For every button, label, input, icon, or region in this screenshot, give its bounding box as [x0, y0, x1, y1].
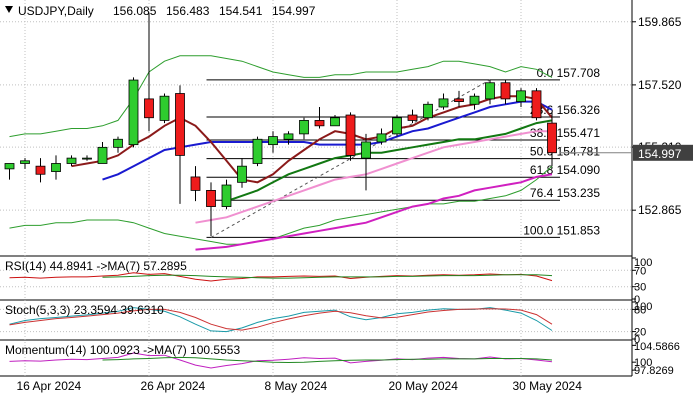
candle-body: [547, 122, 557, 154]
ma-layer: [9, 55, 553, 251]
candle-body: [4, 163, 15, 170]
candle-body: [438, 98, 449, 108]
rsi-tick-label: 100: [634, 257, 652, 269]
close-value: 154.997: [272, 4, 316, 18]
candle-body: [345, 114, 356, 156]
candle-body: [423, 103, 433, 119]
candle-body: [51, 163, 61, 172]
candle-body: [159, 95, 170, 121]
time-label: 8 May 2024: [265, 379, 328, 393]
candle-body: [268, 136, 278, 146]
rsi-series-line: [102, 274, 553, 279]
candle-body: [35, 165, 46, 175]
momentum-series-line: [102, 356, 553, 364]
rsi-series-line: [9, 272, 553, 282]
stoch-tick-label: 100: [634, 301, 652, 313]
rsi-title: RSI(14) 44.8941 ->MA(7) 57.2895: [5, 259, 187, 273]
ma-fast-line: [71, 95, 553, 184]
fib-level-label: 0.0 157.708: [537, 66, 601, 80]
candle-body: [144, 98, 154, 119]
fib-level-label: 38.2 155.471: [530, 126, 600, 140]
fib-level-label: 100.0 151.853: [523, 223, 600, 237]
bollinger-lower-line: [9, 165, 553, 245]
candle-body: [330, 117, 340, 127]
candle-body: [500, 82, 511, 100]
candle-body: [454, 98, 464, 102]
stoch-tick-label: 0: [634, 334, 640, 346]
candle-body: [469, 95, 480, 105]
price-tick-label: 152.865: [638, 203, 682, 217]
symbol-label: USDJPY,Daily: [18, 4, 94, 18]
rsi-tick-label: 70: [634, 265, 646, 277]
rsi-tick-label: 0: [634, 294, 640, 306]
stoch-tick-label: 80: [634, 304, 646, 316]
candle-body: [376, 133, 387, 143]
candle-body: [97, 146, 108, 164]
candle-body: [299, 120, 309, 135]
axis-layer: 16 Apr 2024 26 Apr 2024 8 May 2024 20 May 2…: [17, 15, 693, 393]
candle-body: [531, 90, 542, 119]
open-value: 156.085: [113, 4, 157, 18]
last-price-label: 154.997: [638, 147, 682, 161]
candle-body: [314, 120, 325, 127]
candle-body: [66, 157, 77, 164]
last-price-box: [633, 144, 693, 161]
candle-body: [283, 133, 294, 140]
candle-body: [221, 184, 232, 207]
candle-body: [206, 190, 216, 207]
dropdown-triangle-icon[interactable]: [5, 6, 13, 13]
price-tick-label: 157.520: [638, 78, 682, 92]
high-value: 156.483: [166, 4, 210, 18]
candle-body: [113, 138, 123, 148]
panel-frames: [0, 0, 633, 377]
time-label: 26 Apr 2024: [141, 379, 206, 393]
candle-body: [190, 176, 201, 191]
candle-body: [20, 160, 30, 164]
subpanel-layer: RSI(14) 44.8941 ->MA(7) 57.2895 10070300S…: [0, 257, 680, 377]
momentum-tick-label: 97.8269: [634, 365, 674, 377]
low-value: 154.541: [219, 4, 263, 18]
fib-level-label: 61.8 154.090: [530, 163, 600, 177]
candle-layer: [4, 12, 557, 237]
candle-body: [516, 90, 526, 102]
ma-green-line: [226, 119, 553, 203]
momentum-tick-label: 100: [634, 357, 652, 369]
candle-body: [485, 82, 495, 100]
candle-body: [237, 165, 247, 183]
stoch-title: Stoch(5,3,3) 23.3594 39.6310: [5, 303, 164, 317]
rsi-tick-label: 30: [634, 282, 646, 294]
candle-body: [252, 138, 263, 164]
stoch-series-line: [9, 308, 553, 331]
candle-body: [392, 117, 402, 135]
bollinger-upper-line: [9, 55, 553, 138]
momentum-tick-label: 104.5866: [634, 341, 680, 353]
ma-pink-line: [195, 130, 552, 224]
fib-level-label: 76.4 153.235: [530, 186, 600, 200]
ma-magenta-line: [195, 173, 553, 251]
time-label: 16 Apr 2024: [17, 379, 82, 393]
momentum-title: Momentum(14) 100.0923 ->MA(7) 100.5553: [5, 343, 240, 357]
candle-body: [82, 157, 92, 160]
price-tick-label: 159.865: [638, 15, 682, 29]
fib-level-label: 50.0 154.781: [530, 145, 600, 159]
candle-body: [175, 93, 185, 156]
time-label: 20 May 2024: [389, 379, 459, 393]
candle-body: [128, 79, 139, 146]
chart-header: USDJPY,Daily 156.085 156.483 154.541 154…: [5, 4, 316, 18]
stoch-tick-label: 20: [634, 327, 646, 339]
candle-body: [407, 114, 418, 121]
time-label: 30 May 2024: [513, 379, 583, 393]
candle-body: [361, 141, 371, 159]
